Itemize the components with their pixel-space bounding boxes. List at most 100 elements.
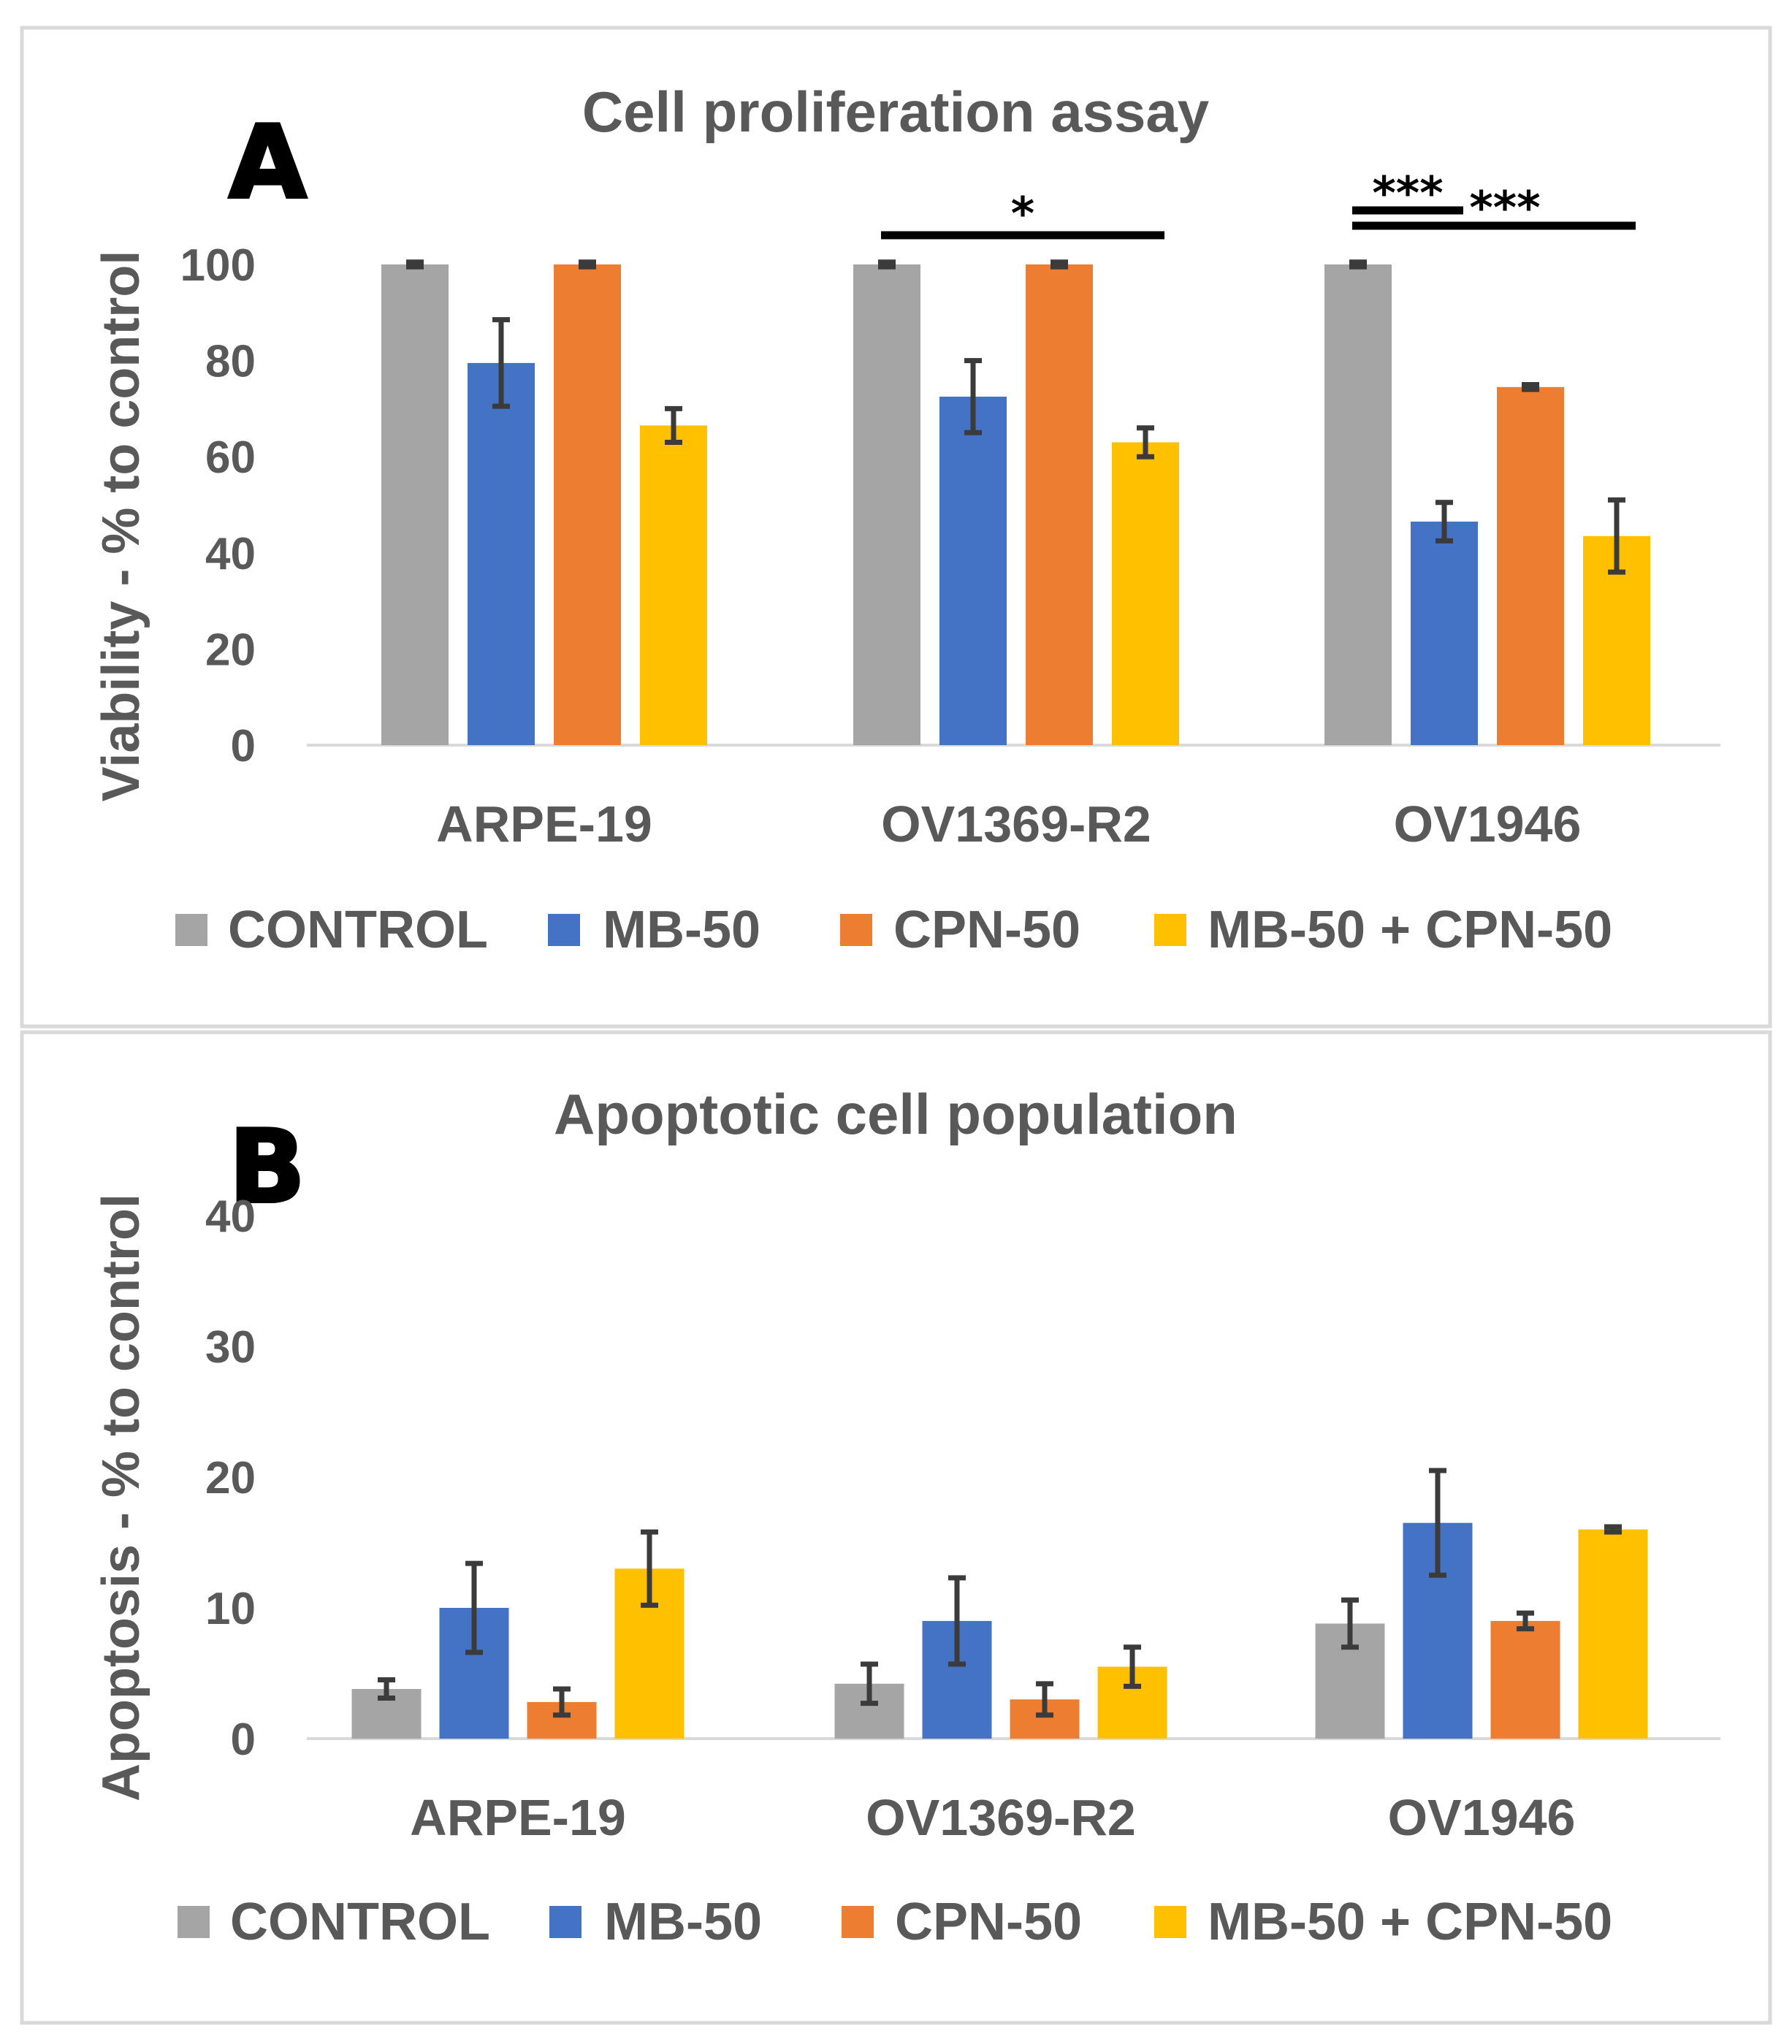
y-tick-label: 0 (231, 1715, 256, 1765)
y-tick-label: 0 (231, 721, 256, 771)
error-bar (1608, 497, 1625, 575)
error-bar (1604, 1524, 1622, 1535)
panel-a-chart: Cell proliferation assay A Viability - %… (20, 26, 1772, 1029)
y-tick-label: 100 (180, 240, 256, 291)
error-bar (1429, 1468, 1446, 1578)
category-label: OV1946 (1394, 796, 1582, 853)
category-label: ARPE-19 (410, 1789, 626, 1846)
error-bar (641, 1529, 658, 1608)
bar-cpn-50-ov1946 (1497, 386, 1564, 745)
error-bar (1124, 1644, 1141, 1689)
bar-mb-50-cpn-50-arpe-19 (640, 425, 707, 745)
y-tick-label: 40 (205, 1191, 256, 1242)
bars (351, 1522, 1648, 1739)
bar-cpn-50-ov1369-r2 (1026, 264, 1093, 745)
legend-label: MB-50 + CPN-50 (1208, 1893, 1612, 1951)
significance-markers: * *** *** (881, 167, 1636, 240)
error-bars (406, 259, 1625, 575)
panel-b-border (20, 1030, 1772, 2025)
significance-marker: * (881, 187, 1164, 240)
legend-item: MB-50 + CPN-50 (1154, 901, 1612, 959)
y-axis-label: Apoptosis - % to control (92, 1194, 150, 1801)
legend-label: CONTROL (228, 901, 488, 959)
chart-title: Apoptotic cell population (554, 1082, 1238, 1146)
legend-item: CONTROL (175, 901, 488, 959)
legend-swatch (840, 914, 872, 946)
bar-mb-50-cpn-50-ov1946 (1578, 1529, 1648, 1739)
legend-item: MB-50 (548, 901, 760, 959)
error-bars (378, 1468, 1622, 1718)
error-bar (406, 259, 424, 270)
category-label: OV1946 (1388, 1789, 1576, 1846)
error-bar (492, 317, 510, 409)
legend-swatch (842, 1906, 874, 1938)
legend-item: CONTROL (178, 1893, 490, 1951)
y-ticks: 0 10 20 30 40 (205, 1191, 256, 1765)
legend-label: MB-50 (603, 901, 760, 959)
error-bar (1517, 1610, 1534, 1632)
panel-letter: B (229, 1108, 305, 1226)
y-tick-label: 20 (205, 625, 256, 675)
bar-mb-50-arpe-19 (468, 362, 535, 745)
bar-control-ov1946 (1324, 264, 1392, 745)
panel-a-border (20, 26, 1772, 1029)
error-bar (861, 1661, 878, 1706)
error-bar (1435, 500, 1453, 544)
legend: CONTROL MB-50 CPN-50 MB-50 + CPN-50 (175, 901, 1612, 959)
significance-marker: *** (1352, 181, 1636, 234)
y-tick-label: 40 (205, 529, 256, 579)
legend-swatch (549, 1906, 582, 1938)
category-labels: ARPE-19 OV1369-R2 OV1946 (436, 796, 1581, 853)
y-tick-label: 60 (205, 432, 256, 483)
bar-cpn-50-ov1946 (1490, 1620, 1560, 1739)
error-bar (1036, 1681, 1053, 1718)
y-tick-label: 80 (205, 337, 256, 387)
error-bar (465, 1560, 483, 1655)
error-bar (964, 358, 982, 435)
error-bar (1137, 425, 1154, 459)
error-bar (665, 405, 682, 445)
legend-label: CPN-50 (893, 901, 1080, 959)
significance-label: * (1011, 187, 1034, 240)
y-tick-label: 30 (205, 1322, 256, 1373)
error-bar (579, 259, 596, 270)
category-label: OV1369-R2 (881, 796, 1151, 853)
y-axis-label: Viability - % to control (92, 251, 150, 802)
legend-item: MB-50 + CPN-50 (1154, 1893, 1612, 1951)
legend-swatch (1154, 1906, 1186, 1938)
y-tick-label: 20 (205, 1453, 256, 1503)
category-label: OV1369-R2 (866, 1789, 1136, 1846)
legend-item: MB-50 (549, 1893, 762, 1951)
legend-label: CPN-50 (895, 1893, 1082, 1951)
error-bar (948, 1575, 966, 1667)
error-bar (553, 1686, 571, 1718)
error-bar (1051, 259, 1068, 270)
bars (381, 264, 1650, 745)
legend-swatch (175, 914, 207, 946)
legend-label: MB-50 (604, 1893, 762, 1951)
significance-label: *** (1372, 167, 1443, 220)
legend-item: CPN-50 (840, 901, 1080, 959)
panel-b-chart: Apoptotic cell population B Apoptosis - … (20, 1030, 1772, 2025)
legend-item: CPN-50 (842, 1893, 1082, 1951)
y-tick-label: 10 (205, 1584, 256, 1634)
panel-letter: A (229, 104, 307, 221)
bar-control-ov1369-r2 (853, 264, 920, 745)
legend-swatch (1154, 914, 1186, 946)
error-bar (878, 259, 896, 270)
bar-mb-50-ov1369-r2 (939, 396, 1007, 745)
error-bar (1349, 259, 1367, 270)
bar-cpn-50-arpe-19 (554, 264, 621, 745)
bar-mb-50-ov1946 (1411, 522, 1478, 745)
error-bar (1522, 382, 1539, 392)
legend: CONTROL MB-50 CPN-50 MB-50 + CPN-50 (178, 1893, 1612, 1951)
significance-marker: *** (1352, 167, 1463, 220)
error-bar (378, 1677, 395, 1701)
category-labels: ARPE-19 OV1369-R2 OV1946 (410, 1789, 1575, 1846)
significance-label: *** (1469, 181, 1540, 234)
bar-mb-50-cpn-50-ov1369-r2 (1112, 442, 1179, 745)
category-label: ARPE-19 (436, 796, 652, 853)
legend-swatch (178, 1906, 210, 1938)
chart-title: Cell proliferation assay (582, 80, 1209, 144)
